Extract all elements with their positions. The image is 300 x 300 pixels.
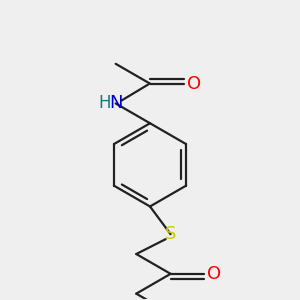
Text: H: H [98,94,111,112]
Text: O: O [207,265,221,283]
Text: O: O [187,75,201,93]
Text: N: N [109,94,122,112]
Text: S: S [165,225,176,243]
